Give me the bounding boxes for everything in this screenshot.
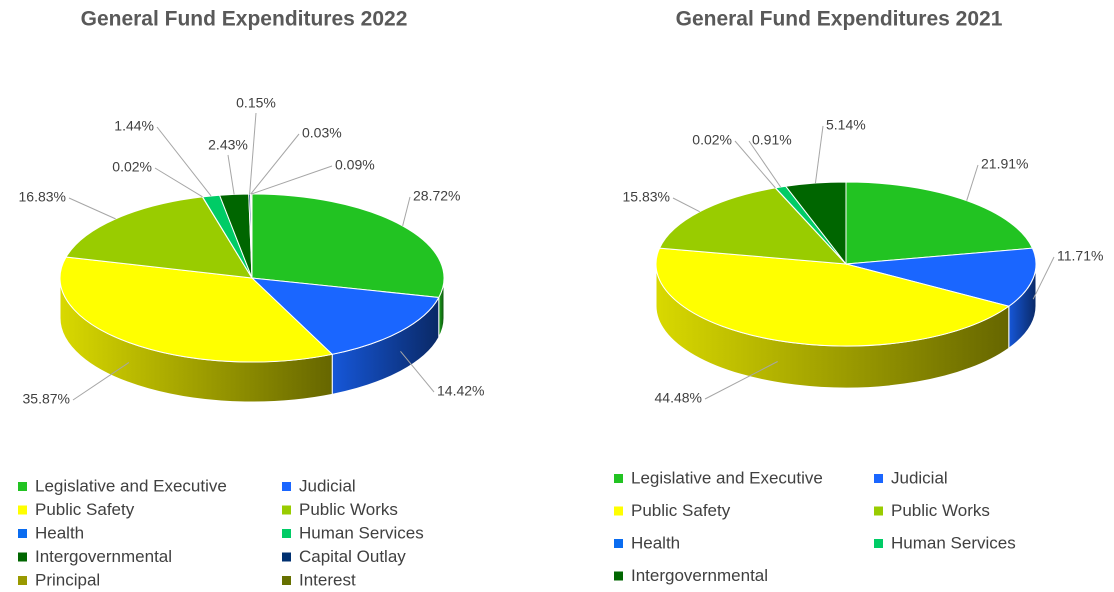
data-label: 1.44% xyxy=(114,118,154,134)
leader-line xyxy=(1032,256,1055,300)
data-label: 0.91% xyxy=(752,132,792,148)
legend-swatch xyxy=(614,506,623,516)
pie-tops xyxy=(655,181,1037,347)
leader-line xyxy=(966,164,979,201)
legend-label: Health xyxy=(35,523,84,542)
legend-label: Capital Outlay xyxy=(299,547,406,566)
legend-swatch xyxy=(18,576,27,585)
data-label: 0.09% xyxy=(335,157,375,173)
data-label: 15.83% xyxy=(623,189,670,205)
legend-label: Interest xyxy=(299,570,356,589)
data-label: 0.02% xyxy=(692,132,732,148)
chart-title: General Fund Expenditures 2021 xyxy=(676,8,1003,31)
leader-line xyxy=(734,140,776,189)
legend-swatch xyxy=(18,552,27,562)
legend-label: Human Services xyxy=(299,523,424,542)
legend-label: Judicial xyxy=(891,468,948,487)
legend-swatch xyxy=(874,474,883,483)
leader-lines xyxy=(68,112,435,401)
leader-line xyxy=(154,167,203,198)
data-label: 16.83% xyxy=(19,189,66,205)
leader-line xyxy=(249,112,257,195)
legend-label: Public Safety xyxy=(35,500,135,519)
slice xyxy=(251,193,445,298)
leader-line xyxy=(250,133,300,195)
leader-line xyxy=(68,197,116,220)
slice xyxy=(655,247,1010,347)
leader-line xyxy=(72,362,130,401)
legend-swatch xyxy=(282,482,291,491)
leader-lines xyxy=(672,125,1055,400)
leader-line xyxy=(672,197,700,213)
legend-label: Legislative and Executive xyxy=(631,468,823,487)
leader-line xyxy=(402,196,411,227)
legend-swatch xyxy=(614,474,623,483)
legend-label: Public Works xyxy=(299,500,398,519)
data-label: 2.43% xyxy=(208,137,248,153)
data-label: 44.48% xyxy=(655,390,702,406)
legend-swatch xyxy=(282,576,291,585)
legend-swatch xyxy=(18,505,27,515)
legend-swatch xyxy=(18,482,27,491)
legend-label: Legislative and Executive xyxy=(35,476,227,495)
data-label: 28.72% xyxy=(413,188,460,204)
leader-line xyxy=(156,126,212,197)
data-label: 11.71% xyxy=(1057,248,1103,264)
legend-label: Intergovernmental xyxy=(631,566,768,585)
legend-swatch xyxy=(282,529,291,538)
leader-line xyxy=(814,125,824,184)
data-label: 35.87% xyxy=(23,391,70,407)
legend-swatch xyxy=(614,539,623,548)
legend-label: Health xyxy=(631,533,680,552)
slice xyxy=(845,181,1034,265)
data-label: 5.14% xyxy=(826,117,866,133)
legend-swatch xyxy=(614,571,623,581)
legend-label: Human Services xyxy=(891,533,1016,552)
legend-swatch xyxy=(874,506,883,516)
data-label: 0.15% xyxy=(236,95,276,111)
legend-label: Judicial xyxy=(299,476,356,495)
legend-label: Public Safety xyxy=(631,501,731,520)
slice xyxy=(250,277,440,355)
data-label: 0.03% xyxy=(302,125,342,141)
slice xyxy=(658,187,848,265)
leader-line xyxy=(227,154,235,195)
chart-title: General Fund Expenditures 2022 xyxy=(81,8,408,31)
slice xyxy=(845,247,1037,307)
leader-line xyxy=(704,361,778,400)
leader-line xyxy=(251,165,333,195)
legend-swatch xyxy=(18,529,27,538)
legend-label: Principal xyxy=(35,570,100,589)
leader-line xyxy=(748,140,781,188)
legend-swatch xyxy=(282,552,291,562)
slice xyxy=(59,256,334,363)
leader-line xyxy=(400,350,435,393)
legend-label: Intergovernmental xyxy=(35,547,172,566)
data-label: 0.02% xyxy=(112,159,152,175)
legend-swatch xyxy=(282,505,291,515)
data-label: 21.91% xyxy=(981,156,1028,172)
legend-swatch xyxy=(874,539,883,548)
data-label: 14.42% xyxy=(437,383,484,399)
pie-tops xyxy=(59,193,445,363)
legend-label: Public Works xyxy=(891,501,990,520)
